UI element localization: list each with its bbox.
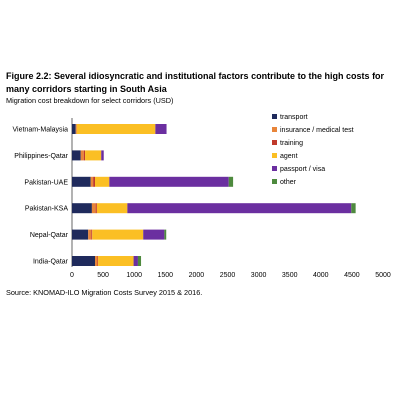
- legend-swatch-passport-visa: [272, 166, 277, 171]
- x-tick-label-1000: 1000: [126, 272, 142, 279]
- legend-label-insurance-medical-test: insurance / medical test: [280, 127, 354, 134]
- chart-bars: [72, 124, 356, 266]
- legend-label-transport: transport: [280, 114, 308, 121]
- x-tick-label-2500: 2500: [220, 272, 236, 279]
- bar-nepal-qatar-insurance-medical-test: [88, 229, 92, 240]
- stacked-bar-chart: Vietnam-Malaysia Philippines-Qatar Pakista…: [12, 114, 391, 279]
- bar-india-qatar-transport: [72, 256, 96, 266]
- bar-vietnam-malaysia-transport: [72, 124, 76, 134]
- bar-nepal-qatar-agent: [92, 229, 144, 240]
- x-tick-label-4000: 4000: [313, 272, 329, 279]
- category-label-vietnam-malaysia: Vietnam-Malaysia: [12, 127, 68, 134]
- x-tick-label-3500: 3500: [282, 272, 298, 279]
- bar-pakistan-uae-training: [93, 176, 96, 187]
- category-label-india-qatar: India-Qatar: [33, 259, 69, 266]
- chart-legend: transport insurance / medical test trainin…: [272, 114, 354, 186]
- bar-pakistan-ksa-other: [351, 203, 356, 214]
- x-tick-label-4500: 4500: [344, 272, 360, 279]
- legend-label-passport-visa: passport / visa: [280, 166, 325, 173]
- x-tick-label-3000: 3000: [251, 272, 267, 279]
- x-tick-label-500: 500: [97, 272, 109, 279]
- bar-india-qatar-passport-visa: [133, 256, 138, 266]
- bar-nepal-qatar-training: [91, 229, 93, 240]
- bar-india-qatar-agent: [98, 256, 134, 266]
- bar-pakistan-ksa-passport-visa: [127, 203, 352, 214]
- bar-pakistan-uae-insurance-medical-test: [90, 176, 94, 187]
- bar-vietnam-malaysia-training: [76, 124, 77, 134]
- bar-pakistan-ksa-insurance-medical-test: [91, 203, 96, 214]
- figure-subtitle: Migration cost breakdown for select corr…: [6, 96, 174, 105]
- bar-india-qatar-training: [97, 256, 99, 266]
- legend-label-other: other: [280, 179, 297, 186]
- bar-pakistan-uae-other: [228, 176, 234, 187]
- legend-label-training: training: [280, 140, 303, 147]
- legend-swatch-insurance-medical-test: [272, 127, 277, 132]
- bar-pakistan-ksa-agent: [96, 203, 128, 214]
- bar-nepal-qatar-passport-visa: [143, 229, 165, 240]
- category-label-pakistan-ksa: Pakistan-KSA: [25, 206, 69, 213]
- bar-pakistan-ksa-transport: [72, 203, 92, 214]
- x-tick-label-0: 0: [70, 272, 74, 279]
- figure-title: Figure 2.2: Several idiosyncratic and in…: [6, 71, 385, 94]
- bar-philippines-qatar-transport: [72, 150, 81, 161]
- bar-india-qatar-other: [137, 256, 142, 266]
- bar-nepal-qatar-other: [164, 229, 167, 240]
- x-tick-label-2000: 2000: [189, 272, 205, 279]
- bar-philippines-qatar-training: [83, 150, 86, 161]
- bar-pakistan-uae-passport-visa: [109, 176, 229, 187]
- legend-swatch-other: [272, 179, 277, 184]
- bar-pakistan-ksa-training: [95, 203, 97, 214]
- bar-vietnam-malaysia-passport-visa: [155, 124, 167, 134]
- category-label-nepal-qatar: Nepal-Qatar: [30, 232, 69, 239]
- legend-swatch-agent: [272, 153, 277, 158]
- bar-philippines-qatar-passport-visa: [101, 150, 104, 161]
- bar-vietnam-malaysia-insurance-medical-test: [75, 124, 77, 134]
- bar-nepal-qatar-transport: [72, 229, 89, 240]
- category-label-pakistan-uae: Pakistan-UAE: [24, 179, 68, 186]
- chart-axes: Vietnam-Malaysia Philippines-Qatar Pakista…: [12, 118, 391, 279]
- legend-label-agent: agent: [280, 153, 298, 160]
- legend-swatch-transport: [272, 114, 277, 119]
- legend-swatch-training: [272, 140, 277, 145]
- figure-source: Source: KNOMAD-ILO Migration Costs Surve…: [6, 288, 203, 297]
- bar-philippines-qatar-agent: [85, 150, 102, 161]
- bar-philippines-qatar-insurance-medical-test: [80, 150, 84, 161]
- x-tick-label-5000: 5000: [375, 272, 391, 279]
- bar-pakistan-uae-agent: [95, 176, 110, 187]
- x-tick-label-1500: 1500: [158, 272, 174, 279]
- bar-vietnam-malaysia-agent: [76, 124, 156, 134]
- category-label-philippines-qatar: Philippines-Qatar: [14, 153, 68, 160]
- bar-pakistan-uae-transport: [72, 176, 91, 187]
- bar-india-qatar-insurance-medical-test: [95, 256, 98, 266]
